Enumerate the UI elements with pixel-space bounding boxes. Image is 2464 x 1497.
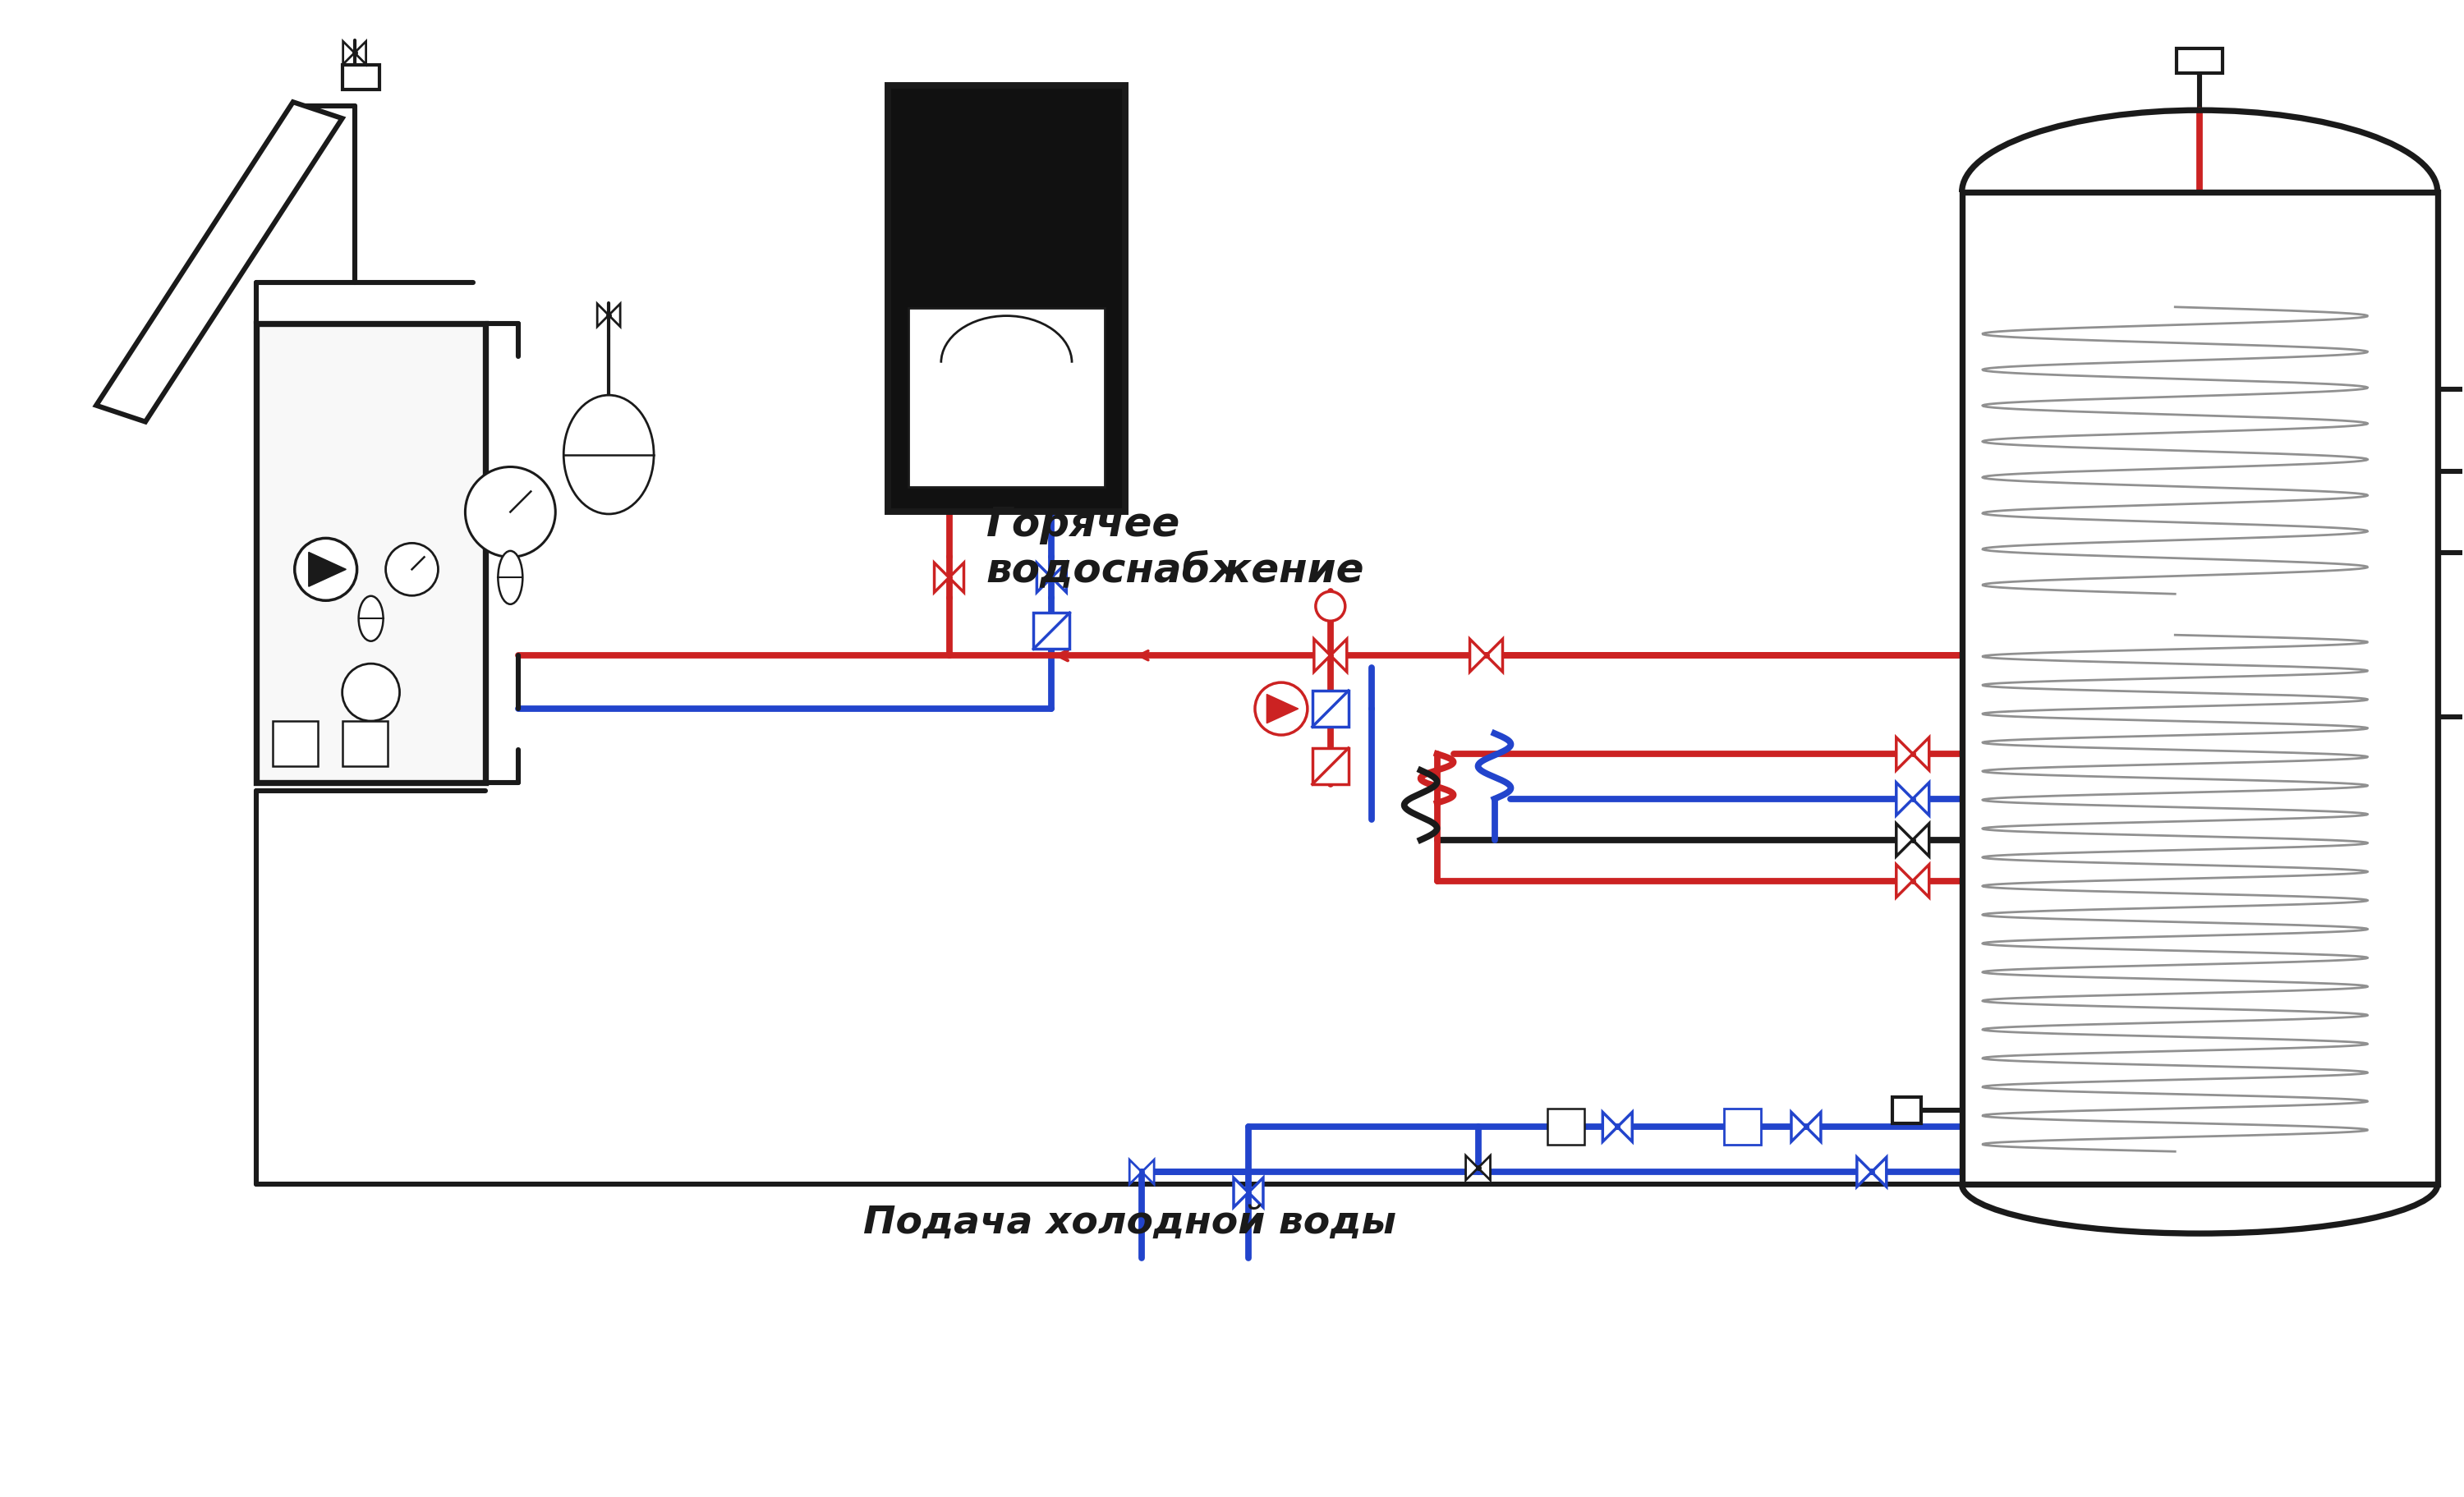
- Polygon shape: [1873, 1157, 1887, 1187]
- Polygon shape: [949, 563, 963, 593]
- Polygon shape: [1912, 823, 1929, 856]
- Polygon shape: [355, 42, 367, 64]
- Polygon shape: [1249, 1178, 1264, 1207]
- Bar: [1547, 1109, 1584, 1145]
- Bar: [274, 722, 318, 766]
- Polygon shape: [1052, 563, 1067, 593]
- Polygon shape: [342, 42, 355, 64]
- Ellipse shape: [564, 395, 653, 513]
- Polygon shape: [1466, 1156, 1478, 1180]
- Polygon shape: [1266, 695, 1299, 723]
- Bar: [1961, 192, 2437, 1184]
- Polygon shape: [1331, 639, 1348, 672]
- Polygon shape: [1897, 823, 1912, 856]
- Circle shape: [466, 467, 554, 557]
- Polygon shape: [1313, 639, 1331, 672]
- Polygon shape: [596, 304, 609, 326]
- Bar: [1892, 1097, 1922, 1124]
- Polygon shape: [1791, 1112, 1806, 1142]
- Polygon shape: [1897, 783, 1912, 816]
- Ellipse shape: [360, 596, 384, 641]
- Polygon shape: [1486, 639, 1503, 672]
- Bar: [256, 323, 485, 783]
- Polygon shape: [1141, 1160, 1153, 1184]
- Polygon shape: [609, 304, 621, 326]
- Polygon shape: [1602, 1112, 1616, 1142]
- Polygon shape: [1912, 865, 1929, 897]
- Polygon shape: [96, 102, 342, 422]
- Polygon shape: [934, 563, 949, 593]
- Polygon shape: [308, 552, 345, 587]
- Circle shape: [1316, 591, 1345, 621]
- Bar: [1032, 612, 1069, 648]
- Bar: [1313, 748, 1348, 784]
- Polygon shape: [1234, 1178, 1249, 1207]
- Ellipse shape: [498, 551, 522, 605]
- Circle shape: [296, 539, 357, 600]
- Circle shape: [1254, 683, 1308, 735]
- Polygon shape: [1616, 1112, 1631, 1142]
- Polygon shape: [1897, 738, 1912, 771]
- Bar: [887, 85, 1126, 512]
- Polygon shape: [1858, 1157, 1873, 1187]
- Polygon shape: [1897, 865, 1912, 897]
- Polygon shape: [1912, 783, 1929, 816]
- Polygon shape: [1129, 1160, 1141, 1184]
- Text: Горячее
водоснабжение: Горячее водоснабжение: [986, 504, 1365, 590]
- Polygon shape: [1912, 738, 1929, 771]
- Circle shape: [387, 543, 439, 596]
- Bar: [1725, 1109, 1762, 1145]
- Circle shape: [342, 663, 399, 722]
- Bar: [909, 308, 1104, 488]
- Text: Подача холодной воды: Подача холодной воды: [862, 1205, 1397, 1241]
- Polygon shape: [1478, 1156, 1491, 1180]
- Bar: [342, 722, 387, 766]
- Bar: [1313, 690, 1348, 726]
- Polygon shape: [1037, 563, 1052, 593]
- Polygon shape: [1471, 639, 1486, 672]
- Bar: [2176, 49, 2223, 73]
- Polygon shape: [1806, 1112, 1821, 1142]
- Bar: [342, 64, 379, 90]
